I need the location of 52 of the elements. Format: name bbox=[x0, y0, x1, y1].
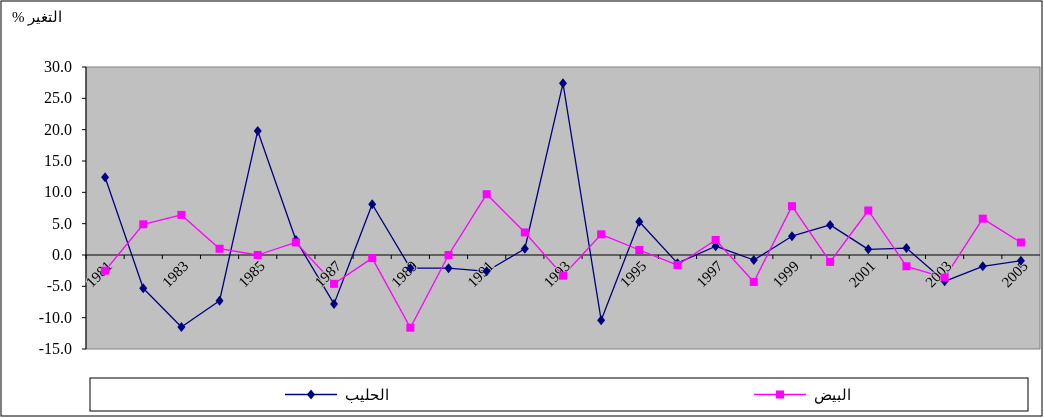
point bbox=[177, 210, 186, 219]
point bbox=[978, 261, 987, 272]
y-tick-label: -15.0 bbox=[38, 340, 72, 357]
point bbox=[520, 243, 529, 254]
point bbox=[902, 243, 911, 254]
point bbox=[368, 199, 377, 210]
point bbox=[597, 315, 606, 326]
point bbox=[482, 190, 491, 199]
point bbox=[139, 283, 148, 294]
point bbox=[635, 245, 644, 254]
point bbox=[787, 231, 796, 242]
point bbox=[139, 220, 148, 229]
x-tick-label: 2005 bbox=[998, 257, 1032, 291]
point bbox=[864, 206, 873, 215]
point bbox=[597, 230, 606, 239]
y-tick-label: -10.0 bbox=[38, 308, 72, 326]
point bbox=[864, 244, 873, 255]
point bbox=[330, 298, 339, 309]
point bbox=[1016, 238, 1025, 247]
point bbox=[635, 216, 644, 227]
point bbox=[978, 214, 987, 223]
y-tick-label: 0.0 bbox=[52, 246, 72, 263]
point bbox=[101, 172, 110, 183]
point bbox=[826, 257, 835, 266]
point bbox=[444, 263, 453, 274]
legend-label: الحليب bbox=[345, 386, 389, 403]
point bbox=[406, 323, 415, 332]
point bbox=[749, 255, 758, 266]
y-tick-label: 10.0 bbox=[44, 183, 72, 201]
point bbox=[787, 202, 796, 211]
y-tick-label: 5.0 bbox=[52, 214, 72, 232]
y-tick-label: 15.0 bbox=[44, 152, 72, 169]
point bbox=[749, 277, 758, 286]
y-tick-label: 20.0 bbox=[44, 120, 72, 138]
y-axis-title: التغير % bbox=[12, 9, 63, 26]
point bbox=[253, 125, 262, 136]
point bbox=[902, 262, 911, 271]
point bbox=[520, 228, 529, 237]
legend-label: البيض bbox=[814, 386, 851, 404]
y-tick-label: -5.0 bbox=[46, 277, 72, 295]
point bbox=[711, 235, 720, 244]
point bbox=[177, 322, 186, 333]
point bbox=[368, 254, 377, 263]
point bbox=[253, 251, 262, 259]
point bbox=[215, 244, 224, 253]
point bbox=[559, 78, 567, 89]
point bbox=[291, 238, 300, 247]
y-tick-label: 30.0 bbox=[44, 58, 72, 75]
point bbox=[444, 251, 453, 259]
point bbox=[826, 219, 835, 230]
point bbox=[215, 295, 224, 306]
y-tick-label: 25.0 bbox=[44, 89, 72, 107]
